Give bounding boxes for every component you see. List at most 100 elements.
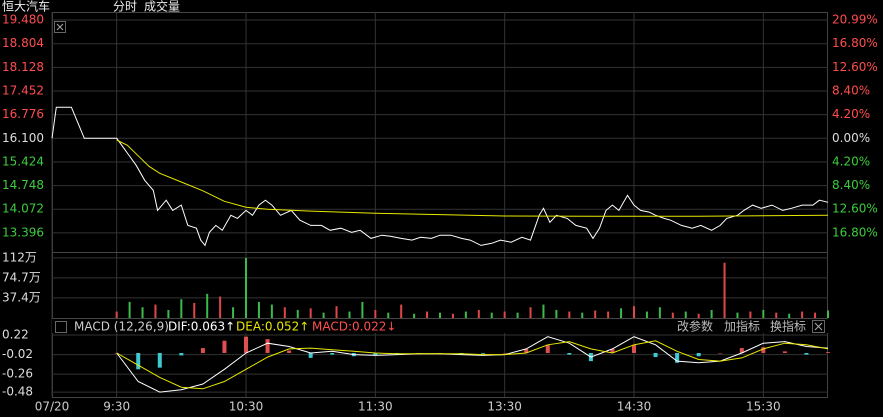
volume-bar [788, 313, 791, 318]
volume-bar [128, 301, 131, 318]
indicator-tab[interactable]: 成交量 [144, 0, 180, 14]
macd-bar [416, 352, 421, 354]
macd-bar [632, 344, 636, 353]
volume-bar [529, 307, 532, 318]
volume-bar [245, 257, 247, 318]
volume-bar [568, 311, 571, 318]
close-icon [814, 322, 823, 331]
close-icon [56, 23, 64, 31]
macd-box[interactable] [55, 321, 67, 333]
macd-bar [502, 352, 507, 354]
macd-bar [287, 350, 292, 353]
volume-bar [387, 312, 390, 318]
volume-bar [167, 309, 170, 318]
volume-bar [607, 311, 610, 318]
button[interactable]: 改参数 [677, 319, 713, 334]
price-line [116, 139, 829, 217]
volume-bar [697, 313, 700, 318]
volume-bar [322, 312, 325, 318]
macd-bar [545, 344, 550, 353]
macd-line [116, 340, 829, 390]
macd-bar [610, 348, 615, 353]
y-tick-label: 14.072 [2, 202, 44, 216]
button[interactable]: 换指标 [770, 319, 806, 334]
close-box [54, 21, 66, 33]
macd-bar [200, 348, 205, 353]
macd-bar [373, 352, 378, 356]
y-tick-label: 15.424 [2, 154, 44, 168]
y2-tick-label: 12.60% [832, 202, 878, 216]
volume-bar [658, 307, 661, 318]
stock-name: 恒大汽车 [2, 0, 50, 14]
volume-bar [426, 311, 429, 318]
volume-bar [542, 304, 545, 318]
mode-tab[interactable]: 分时 [113, 0, 137, 14]
volume-bar [180, 299, 183, 318]
y-tick-label: 19.480 [2, 13, 44, 27]
volume-bar [257, 301, 260, 318]
dea-label: DEA:0.052↑ [236, 320, 309, 334]
x-tick-label: 13:30 [487, 400, 522, 414]
macd-bar [718, 352, 723, 354]
y-tick-label: 37.4万 [2, 290, 41, 304]
volume-bar [827, 310, 829, 318]
x-tick-label: 07/20 [35, 400, 70, 414]
volume-bar [684, 311, 687, 318]
volume-bar [219, 296, 222, 318]
macd-bar [136, 352, 141, 370]
volume-bar [555, 309, 558, 318]
volume-bar [115, 311, 118, 318]
y2-tick-label: 8.40% [832, 178, 870, 192]
y2-tick-label: 16.80% [832, 225, 878, 239]
macd-bar [179, 352, 184, 356]
volume-bar [439, 312, 441, 318]
volume-bar [270, 304, 273, 318]
volume-bar [464, 311, 467, 318]
x-tick-label: 9:30 [103, 400, 130, 414]
macd-bar [524, 348, 529, 353]
x-tick-label: 14:30 [617, 400, 652, 414]
volume-bar [283, 307, 286, 318]
volume-bar [335, 306, 338, 318]
y-tick-label: -0.26 [2, 367, 33, 381]
volume-bar [723, 262, 726, 318]
close-button[interactable] [54, 21, 66, 33]
macd-bar [653, 352, 658, 358]
volume-bar [801, 311, 804, 318]
x-tick-label: 10:30 [229, 400, 264, 414]
macd-bar [222, 340, 227, 353]
x-tick-label: 15:30 [746, 400, 781, 414]
y-tick-label: -0.02 [2, 347, 33, 361]
macd-bar [481, 352, 486, 354]
volume-bar [348, 311, 351, 318]
volume-bar [671, 312, 674, 318]
volume-bar [645, 311, 648, 318]
macd-header-bg [52, 319, 828, 333]
volume-bar [736, 312, 739, 318]
macd-bar [308, 352, 313, 358]
x-tick-label: 11:30 [358, 400, 393, 414]
macd-bar [244, 336, 248, 353]
close-box [812, 320, 825, 333]
dif-label: DIF:0.063↑ [168, 320, 235, 334]
volume-bar [710, 309, 713, 318]
volume-bar [581, 312, 584, 318]
macd-bar [157, 352, 162, 368]
macd-close-button[interactable] [812, 320, 825, 333]
volume-bar [154, 304, 157, 318]
y-tick-label: 16.776 [2, 107, 44, 121]
macd-bar [739, 348, 744, 353]
volume-bar [400, 304, 403, 318]
volume-bar [775, 312, 778, 318]
macd-bar [330, 352, 335, 355]
button[interactable]: 加指标 [724, 319, 760, 334]
macd-bar [761, 347, 766, 353]
y2-tick-label: 12.60% [832, 60, 878, 74]
price-line [51, 106, 829, 247]
volume-bar [141, 307, 144, 318]
volume-bar [814, 312, 817, 318]
macd-bar [782, 351, 787, 353]
